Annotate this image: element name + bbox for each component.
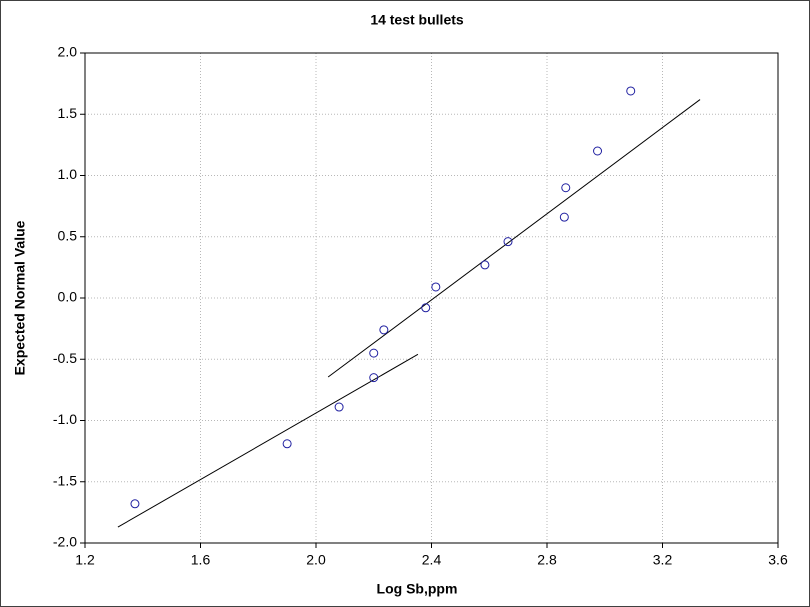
x-tick-label: 3.2 [653,552,673,568]
x-tick-label: 2.0 [306,552,326,568]
data-point [561,183,571,193]
chart-title: 14 test bullets [370,12,464,28]
x-tick-label: 1.2 [75,552,95,568]
y-tick-label: 0.5 [58,227,78,243]
data-point [421,303,431,313]
data-point [130,499,140,509]
y-tick-label: -1.5 [53,472,77,488]
data-point [379,325,389,335]
x-tick-label: 2.8 [537,552,557,568]
y-tick-label: -1.0 [53,411,77,427]
x-tick-label: 3.6 [768,552,788,568]
data-point [503,237,513,247]
data-point [626,86,636,96]
fit-line [117,353,419,528]
y-tick-label: -0.5 [53,350,77,366]
data-point [431,282,441,292]
y-tick-label: -2.0 [53,534,77,550]
data-point [593,146,603,156]
plot-frame [84,52,779,544]
x-tick-label: 2.4 [422,552,442,568]
data-point [369,348,379,358]
data-point [334,402,344,412]
y-tick-label: 0.0 [58,289,78,305]
y-tick-label: 2.0 [58,44,78,60]
data-point [559,212,569,222]
y-axis-label: Expected Normal Value [12,220,28,375]
data-point [369,373,379,383]
data-point [480,260,490,270]
y-tick-label: 1.0 [58,166,78,182]
x-axis-label: Log Sb,ppm [377,581,458,597]
y-tick-label: 1.5 [58,105,78,121]
fit-line [327,99,701,378]
x-tick-label: 1.6 [191,552,211,568]
data-point [282,439,292,449]
